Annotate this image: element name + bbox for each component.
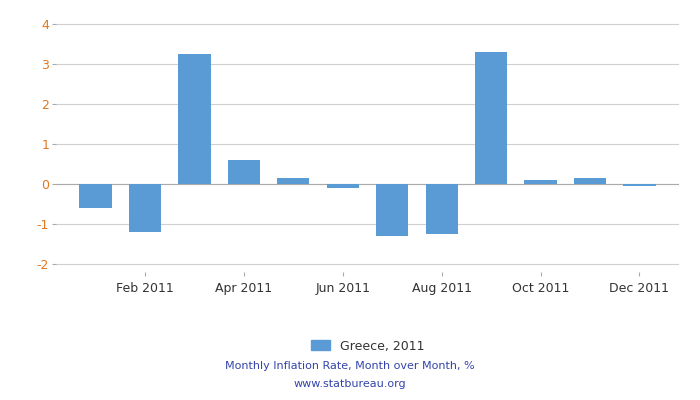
Bar: [376, 184, 408, 236]
Bar: [624, 184, 655, 186]
Text: Monthly Inflation Rate, Month over Month, %: Monthly Inflation Rate, Month over Month…: [225, 361, 475, 371]
Legend: Greece, 2011: Greece, 2011: [306, 334, 429, 358]
Bar: [426, 184, 458, 234]
Bar: [277, 178, 309, 184]
Bar: [80, 184, 111, 208]
Bar: [129, 184, 161, 232]
Text: www.statbureau.org: www.statbureau.org: [294, 379, 406, 389]
Bar: [475, 52, 507, 184]
Bar: [574, 178, 606, 184]
Bar: [228, 160, 260, 184]
Bar: [524, 180, 556, 184]
Bar: [327, 184, 359, 188]
Bar: [178, 54, 211, 184]
